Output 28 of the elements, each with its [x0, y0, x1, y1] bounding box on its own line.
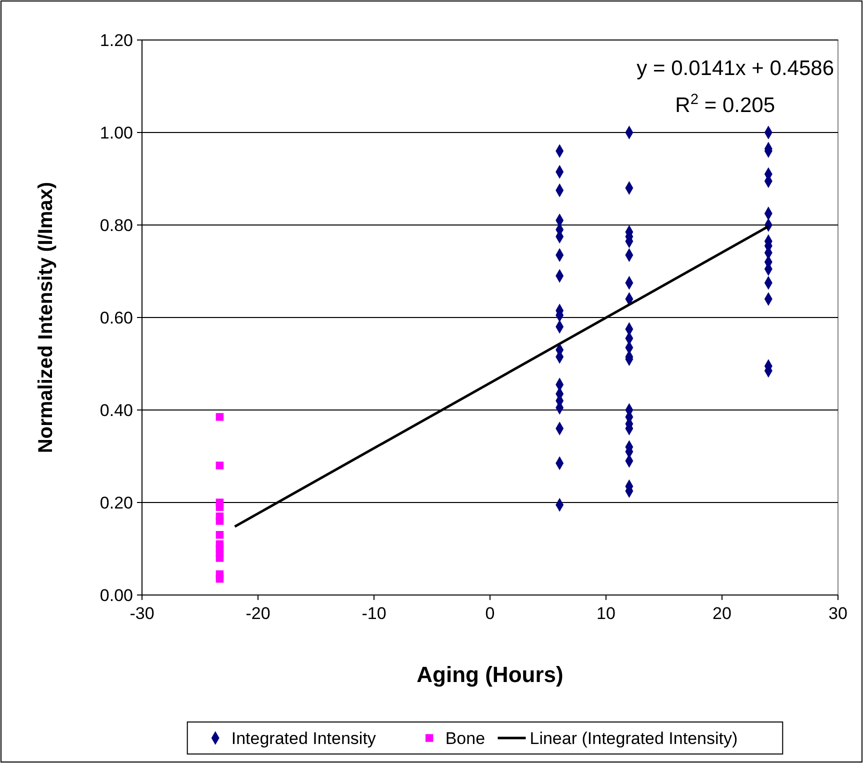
- point: [216, 554, 224, 562]
- x-axis-title: Aging (Hours): [416, 662, 564, 687]
- y-tick-label: 0.60: [100, 308, 133, 328]
- x-tick-label: 30: [828, 604, 848, 623]
- x-tick-label: 0: [485, 604, 495, 623]
- point: [216, 462, 224, 470]
- y-tick-label: 0.80: [100, 216, 133, 235]
- point: [216, 531, 224, 539]
- annotation: y = 0.0141x + 0.4586: [636, 57, 834, 80]
- y-tick-label: 1.20: [100, 30, 133, 50]
- x-tick-label: 20: [712, 604, 732, 623]
- point: [216, 574, 224, 583]
- y-axis-title: Normalized Intensity (I/Imax): [35, 182, 57, 454]
- y-tick-label: 0.20: [100, 493, 133, 512]
- y-tick-label: 0.00: [100, 586, 133, 605]
- y-tick-label: 0.40: [100, 400, 133, 420]
- x-tick-label: 10: [596, 604, 616, 623]
- point: [216, 503, 224, 511]
- y-tick-label: 1.00: [100, 123, 133, 142]
- point: [216, 413, 224, 421]
- legend-label: Bone: [445, 728, 486, 748]
- x-tick-label: -20: [246, 604, 270, 623]
- x-tick-label: -30: [130, 604, 154, 623]
- legend-label: Linear (Integrated Intensity): [530, 728, 738, 748]
- point: [216, 517, 224, 525]
- legend-label: Integrated Intensity: [231, 728, 376, 748]
- annotation: R$^{2}$ = 0.205: [675, 92, 775, 117]
- x-tick-label: -10: [362, 604, 386, 623]
